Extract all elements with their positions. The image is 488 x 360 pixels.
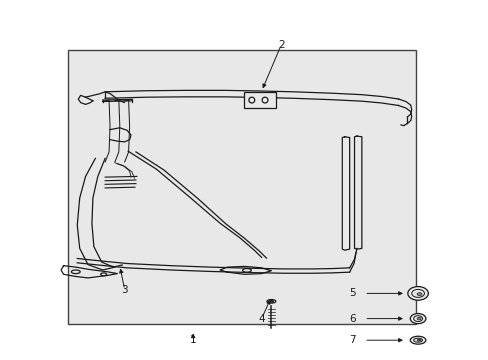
Ellipse shape [269,300,273,302]
Text: 3: 3 [121,285,128,295]
Ellipse shape [409,314,425,324]
Text: 2: 2 [277,40,284,50]
Bar [68,50,415,324]
Ellipse shape [262,97,267,103]
Text: 6: 6 [348,314,355,324]
Ellipse shape [242,269,251,272]
Ellipse shape [409,336,425,344]
Ellipse shape [266,300,275,303]
Text: 1: 1 [189,335,196,345]
Ellipse shape [411,289,424,297]
Ellipse shape [71,270,80,274]
Ellipse shape [248,97,254,103]
Ellipse shape [101,273,106,276]
Text: 5: 5 [348,288,355,298]
Ellipse shape [413,338,422,342]
Ellipse shape [416,293,421,296]
Text: 7: 7 [348,335,355,345]
Ellipse shape [416,339,420,341]
Text: 4: 4 [258,314,264,324]
Ellipse shape [416,318,420,320]
Ellipse shape [407,287,427,300]
Ellipse shape [413,316,422,321]
Bar [244,92,276,108]
